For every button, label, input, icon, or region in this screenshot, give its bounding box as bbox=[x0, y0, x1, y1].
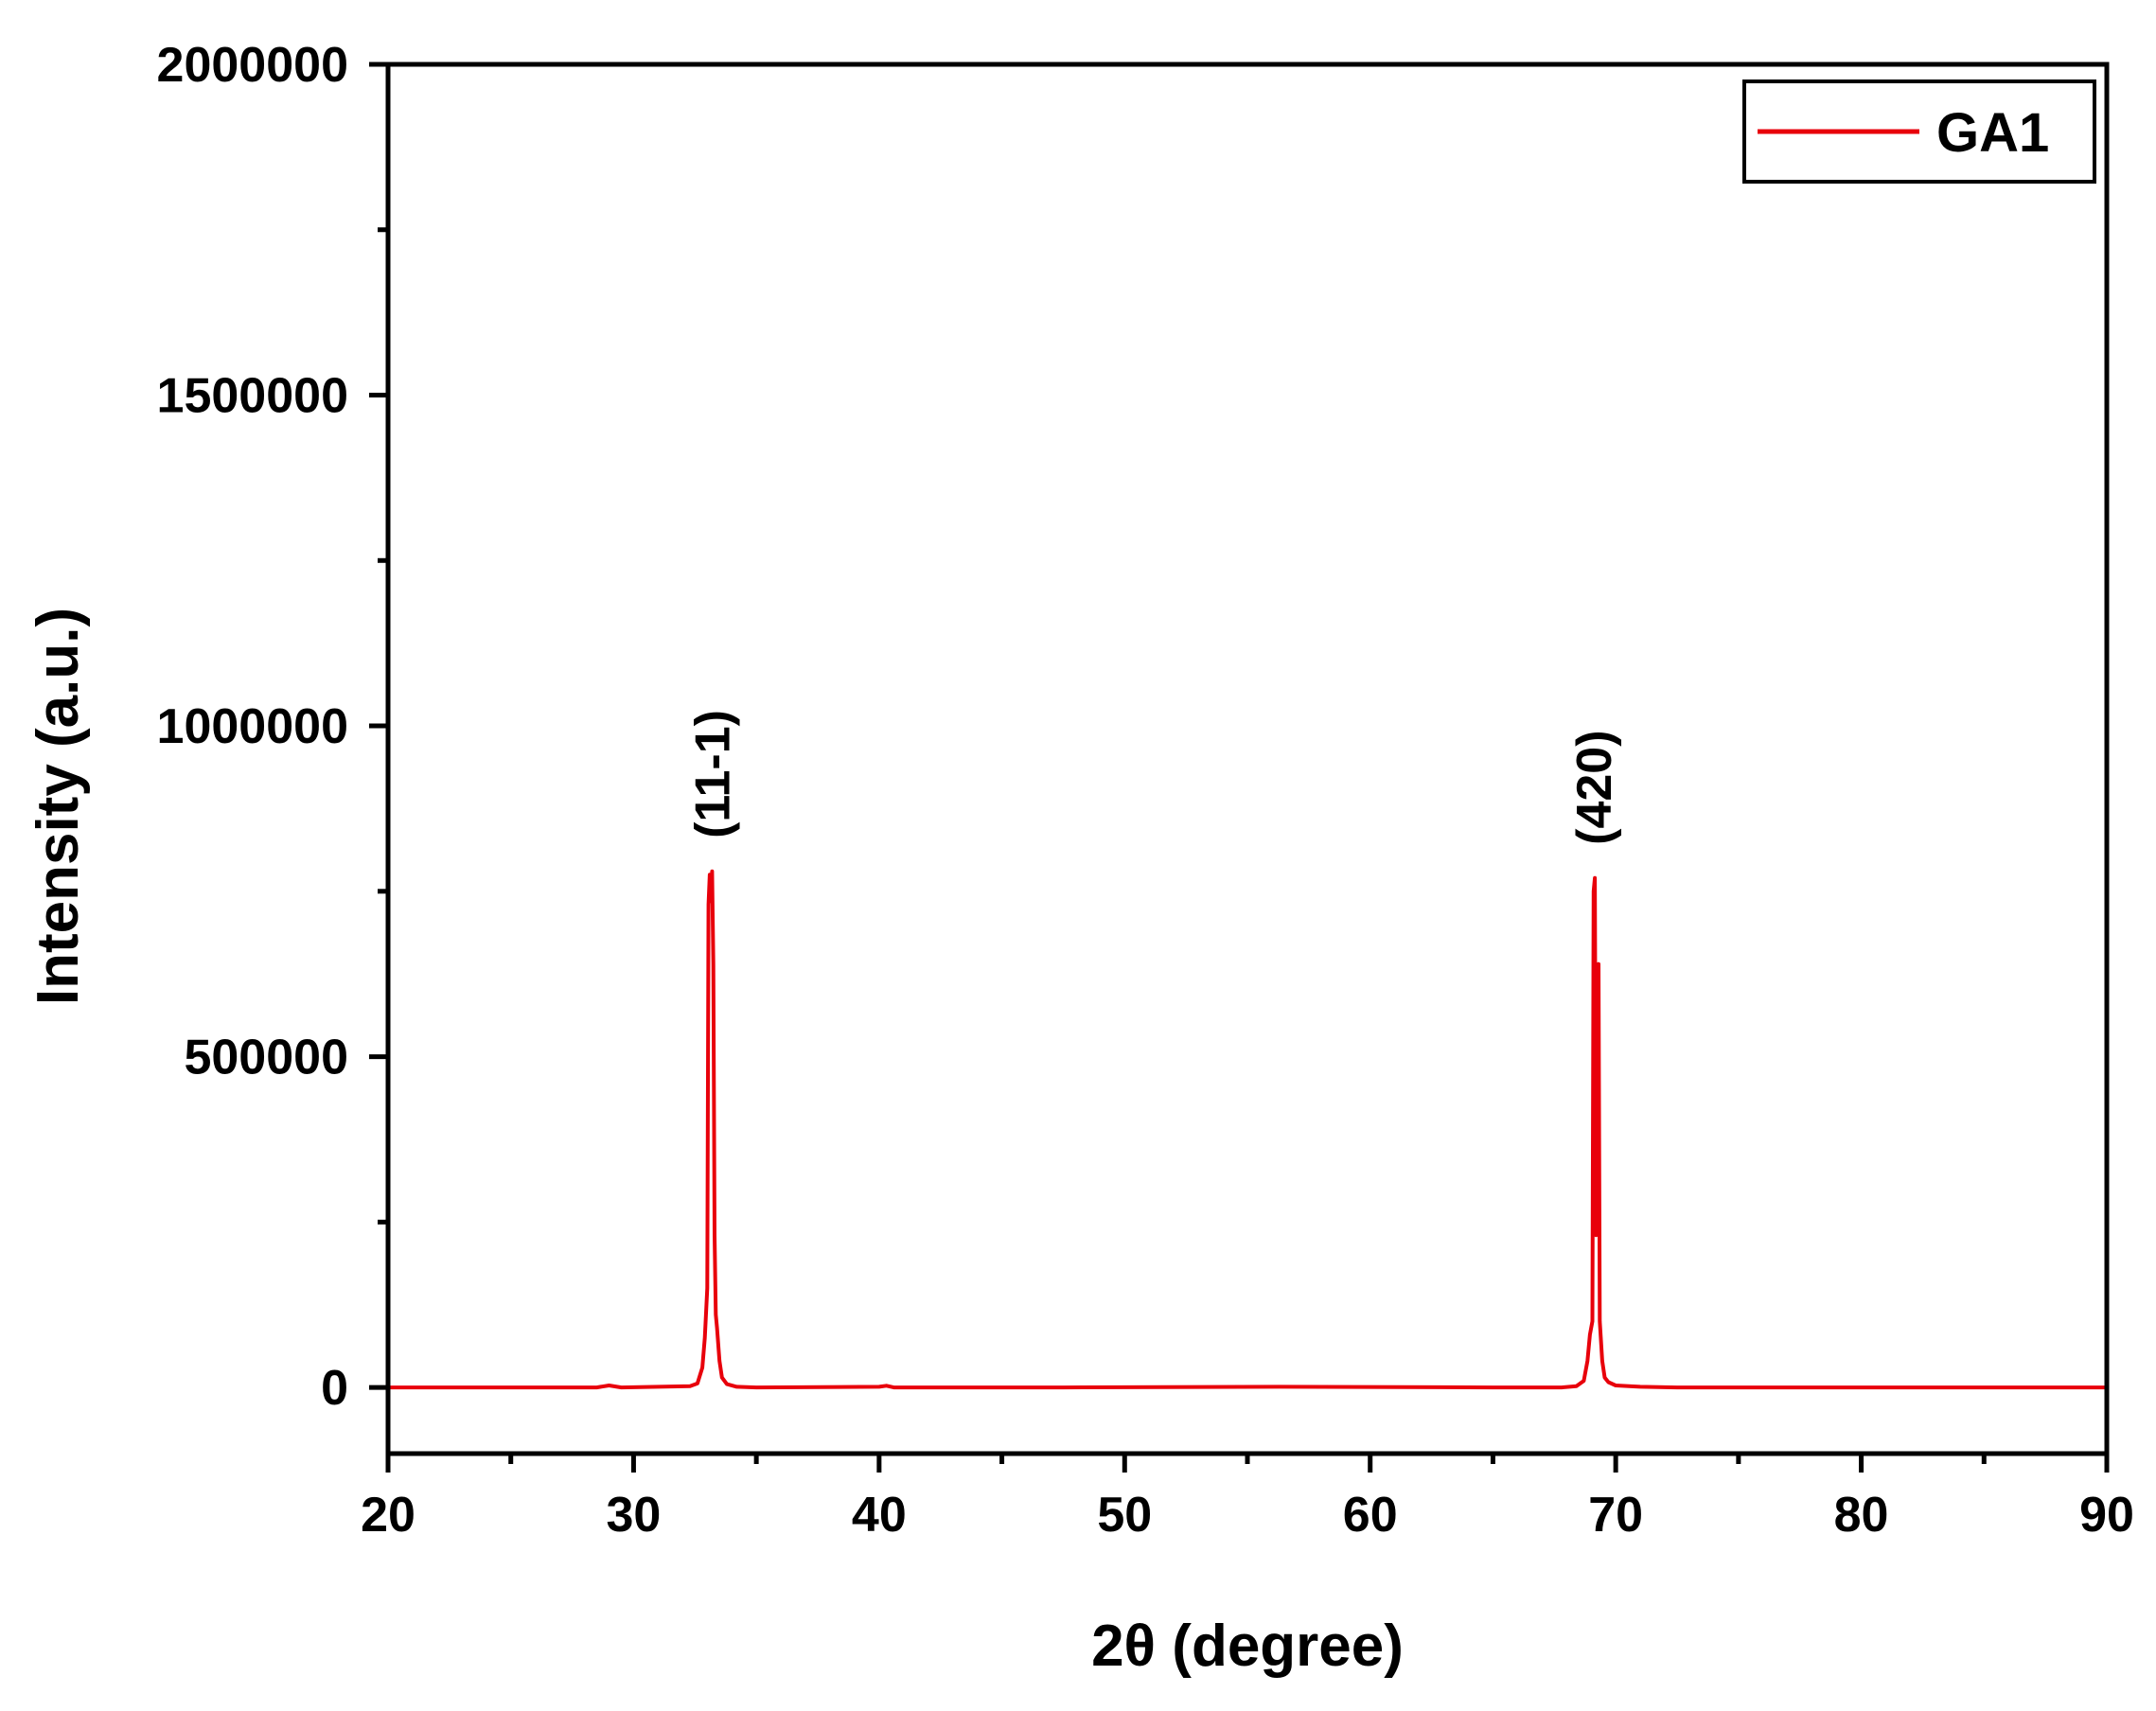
y-tick-label: 1500000 bbox=[157, 369, 348, 424]
x-axis-title: 2θ (degree) bbox=[1091, 1614, 1404, 1679]
y-axis-title: Intensity (a.u.) bbox=[26, 608, 91, 1005]
annotations-layer: (11-1) (420) bbox=[685, 710, 1621, 845]
x-tick-label: 20 bbox=[361, 1488, 415, 1543]
y-tick-label: 0 bbox=[321, 1361, 348, 1416]
peak-annotation: (11-1) bbox=[685, 710, 740, 838]
peak-annotation: (420) bbox=[1567, 730, 1622, 844]
y-tick-label: 1000000 bbox=[157, 699, 348, 754]
legend: GA1 bbox=[1742, 79, 2096, 184]
x-tick-label: 90 bbox=[2079, 1488, 2134, 1543]
legend-label: GA1 bbox=[1936, 102, 2049, 164]
ticks-layer: 20 30 40 50 60 70 80 90 0 500000 1000000 1500000 200… bbox=[157, 38, 2134, 1543]
y-tick-label: 500000 bbox=[184, 1031, 348, 1085]
y-tick-label: 2000000 bbox=[157, 38, 348, 93]
x-tick-label: 50 bbox=[1097, 1488, 1152, 1543]
x-tick-label: 80 bbox=[1834, 1488, 1889, 1543]
x-tick-label: 60 bbox=[1343, 1488, 1398, 1543]
series-line-ga1 bbox=[388, 869, 2107, 1390]
curve-layer bbox=[388, 869, 2107, 1390]
x-tick-label: 40 bbox=[852, 1488, 907, 1543]
x-tick-label: 30 bbox=[607, 1488, 662, 1543]
x-tick-label: 70 bbox=[1588, 1488, 1643, 1543]
